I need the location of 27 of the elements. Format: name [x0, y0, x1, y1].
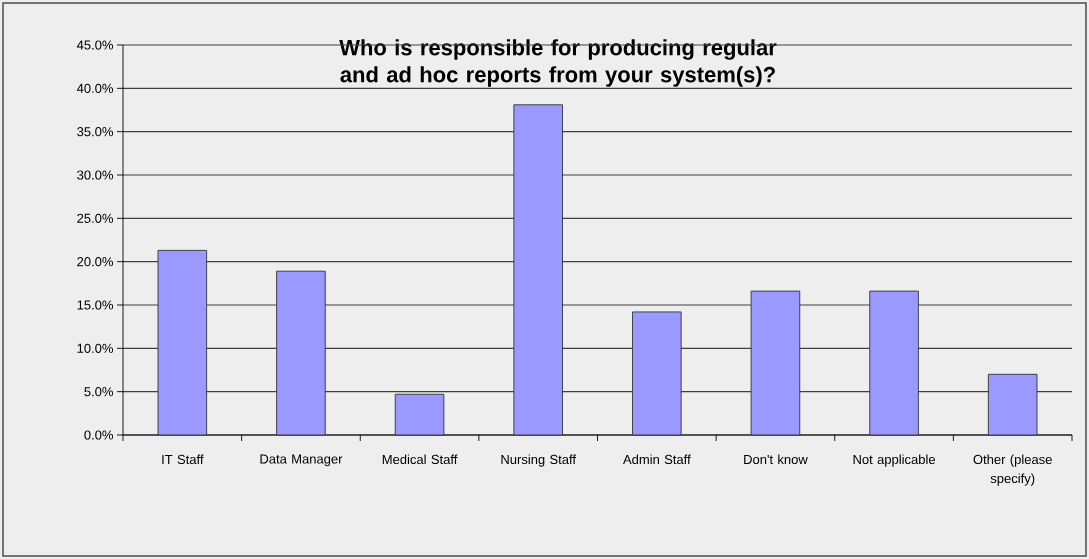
x-tick-label: Nursing Staff — [501, 454, 577, 467]
bar — [750, 290, 801, 436]
chart-title: Who is responsible for producing regular and ad hoc reports from your system(s)? — [339, 39, 777, 87]
x-tick-label: Medical Staff — [382, 454, 458, 465]
x-tick-label: Data Manager — [260, 454, 343, 467]
bar — [157, 249, 208, 436]
y-tick-label: 20.0% — [77, 257, 114, 267]
x-tick-label: Don't know — [744, 454, 808, 465]
bar — [394, 393, 445, 436]
y-tick-label: 15.0% — [77, 300, 114, 310]
x-tick-label: IT Staff — [162, 454, 204, 465]
bar — [987, 373, 1038, 436]
y-tick-label: 0.0% — [84, 430, 114, 440]
bar — [513, 104, 563, 436]
bar — [632, 311, 682, 436]
y-tick-label: 5.0% — [84, 387, 114, 397]
y-tick-label: 40.0% — [76, 83, 114, 93]
y-tick-label: 45.0% — [76, 40, 114, 50]
y-tick-label: 10.0% — [77, 343, 114, 353]
x-tick-label: Admin Staff — [623, 454, 691, 465]
y-tick-label: 25.0% — [77, 213, 114, 223]
y-tick-label: 30.0% — [77, 170, 114, 180]
bar — [869, 290, 919, 436]
bar — [276, 270, 326, 436]
y-tick-label: 35.0% — [77, 127, 114, 137]
x-tick-label: Not applicable — [853, 454, 936, 467]
x-tick-label: Other (please specify) — [973, 454, 1052, 486]
